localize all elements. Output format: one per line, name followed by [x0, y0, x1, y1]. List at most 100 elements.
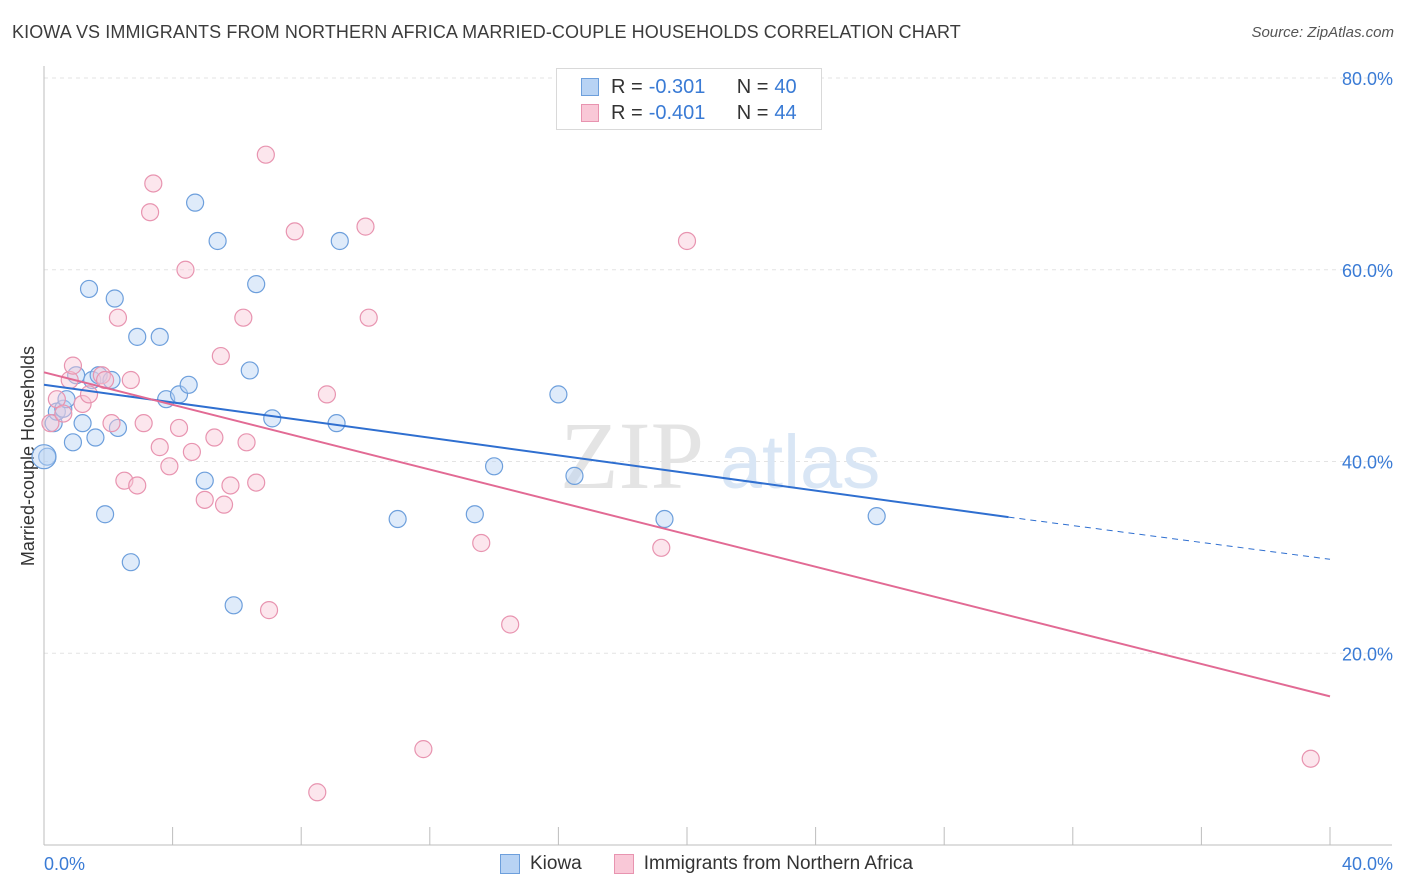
immigrants-point	[169, 418, 189, 438]
immigrants-point	[205, 428, 224, 447]
immigrants-point	[144, 174, 163, 193]
chart-title: KIOWA VS IMMIGRANTS FROM NORTHERN AFRICA…	[12, 22, 961, 42]
immigrants-point	[214, 495, 234, 514]
immigrants-point	[359, 308, 378, 327]
watermark-atlas: atlas	[720, 420, 881, 505]
kiowa-point	[86, 428, 105, 447]
kiowa-point	[186, 193, 205, 212]
immigrants-point	[160, 457, 179, 476]
legend-n-value: 40	[774, 75, 797, 98]
kiowa-point	[73, 414, 92, 433]
immigrants-point	[237, 433, 256, 452]
kiowa-point	[565, 466, 584, 485]
kiowa-point	[240, 361, 259, 380]
legend-swatch-kiowa	[500, 854, 520, 874]
correlation-legend: R = -0.301 N = 40 R = -0.401 N = 44	[556, 68, 822, 130]
immigrants-point	[211, 346, 230, 366]
kiowa-point	[179, 375, 198, 394]
x-tick-label: 0.0%	[44, 854, 85, 874]
legend-label-kiowa: Kiowa	[530, 853, 582, 874]
legend-n-value: 44	[774, 101, 797, 124]
kiowa-point	[330, 231, 349, 251]
kiowa-point	[121, 553, 140, 572]
y-tick-label: 20.0%	[1342, 644, 1393, 664]
kiowa-point	[105, 289, 124, 308]
kiowa-point	[63, 433, 83, 452]
legend-swatch-immigrants	[581, 104, 599, 122]
legend-n-label: N =	[736, 101, 769, 124]
immigrants-point	[414, 740, 433, 759]
immigrants-point	[176, 260, 195, 279]
kiowa-point	[247, 275, 266, 294]
kiowa-point	[388, 509, 407, 529]
immigrants-point	[247, 473, 266, 492]
legend-r-label: R =	[611, 75, 643, 98]
legend-label-immigrants: Immigrants from Northern Africa	[643, 853, 913, 874]
kiowa-trend-line	[43, 383, 1009, 519]
immigrants-point	[54, 404, 73, 423]
kiowa-point	[95, 505, 115, 524]
immigrants-point	[221, 476, 240, 495]
immigrants-point	[41, 414, 60, 433]
kiowa-point	[655, 509, 674, 529]
legend-item-kiowa[interactable]: Kiowa	[500, 853, 582, 875]
legend-swatch-kiowa	[581, 78, 599, 96]
immigrants-point	[259, 601, 279, 620]
y-axis-label: Married-couple Households	[18, 346, 38, 566]
immigrants-point	[79, 385, 99, 404]
immigrants-point	[234, 308, 253, 327]
legend-r-label: R =	[611, 101, 643, 124]
immigrants-point	[182, 442, 201, 462]
kiowa-point	[208, 231, 227, 251]
source-label: Source: ZipAtlas.com	[1251, 24, 1394, 41]
kiowa-point	[485, 457, 504, 476]
immigrants-point	[317, 385, 337, 404]
legend-n-label: N =	[736, 75, 769, 98]
immigrants-point	[150, 438, 169, 457]
y-tick-label: 60.0%	[1342, 261, 1393, 281]
immigrants-point	[256, 145, 275, 164]
kiowa-point	[549, 385, 568, 404]
immigrants-point	[63, 356, 83, 375]
immigrants-point	[134, 414, 153, 433]
immigrants-point	[140, 203, 160, 222]
immigrants-point	[102, 414, 121, 433]
immigrants-point	[308, 783, 327, 802]
kiowa-point	[54, 399, 73, 418]
y-tick-label: 40.0%	[1342, 453, 1393, 473]
watermark-zip: ZIP	[560, 402, 704, 509]
immigrants-point	[121, 370, 140, 390]
legend-item-immigrants[interactable]: Immigrants from Northern Africa	[613, 853, 913, 875]
immigrants-point	[356, 217, 375, 236]
x-tick-label: 40.0%	[1342, 854, 1393, 874]
kiowa-point	[465, 505, 484, 524]
immigrants-point	[195, 490, 214, 509]
immigrants-point	[73, 394, 92, 414]
immigrants-point	[92, 366, 111, 385]
kiowa-point	[79, 279, 99, 299]
immigrants-point	[652, 538, 671, 557]
immigrants-point	[128, 476, 147, 495]
kiowa-point	[195, 471, 214, 490]
legend-r-value: -0.401	[648, 101, 706, 124]
legend-swatch-immigrants	[613, 854, 634, 874]
legend-r-value: -0.301	[648, 75, 706, 98]
kiowa-point	[263, 409, 282, 428]
kiowa-point	[150, 327, 169, 346]
immigrants-trend-line	[43, 371, 1331, 698]
immigrants-point	[285, 222, 304, 241]
immigrants-point	[108, 308, 128, 327]
kiowa-point	[867, 507, 886, 526]
kiowa-point	[31, 444, 57, 470]
kiowa-point	[224, 596, 243, 615]
legend-row-kiowa: R = -0.301 N = 40	[581, 74, 797, 100]
kiowa-trend-extension	[1008, 516, 1331, 560]
immigrants-point	[677, 231, 697, 251]
series-legend: Kiowa Immigrants from Northern Africa	[500, 850, 945, 878]
legend-row-immigrants: R = -0.401 N = 44	[581, 100, 797, 126]
y-tick-label: 80.0%	[1342, 69, 1393, 89]
immigrants-point	[472, 533, 491, 553]
immigrants-point	[1301, 749, 1320, 768]
immigrants-point	[501, 615, 520, 634]
